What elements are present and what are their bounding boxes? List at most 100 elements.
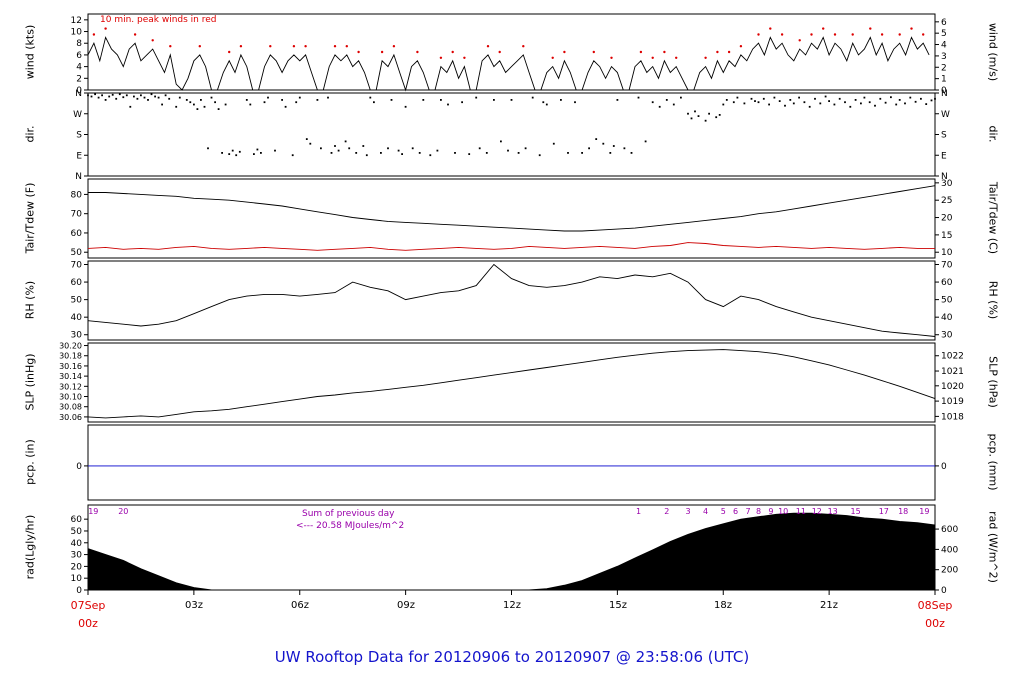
svg-text:19: 19 (919, 507, 929, 516)
svg-text:1: 1 (636, 507, 641, 516)
svg-text:20: 20 (118, 507, 128, 516)
x-start-time: 00z (78, 617, 98, 630)
svg-text:10: 10 (941, 248, 953, 258)
svg-text:E: E (941, 151, 947, 161)
svg-text:1021: 1021 (941, 367, 964, 377)
slp-left-axis-label: SLP (inHg) (23, 353, 37, 411)
svg-text:25: 25 (941, 196, 952, 206)
svg-text:70: 70 (941, 261, 953, 271)
x-start-date: 07Sep (70, 599, 106, 612)
svg-text:17: 17 (879, 507, 889, 516)
pcp-left-axis-label: pcp. (in) (23, 439, 37, 485)
svg-text:S: S (941, 131, 947, 141)
svg-text:60: 60 (941, 278, 953, 288)
svg-text:18: 18 (898, 507, 908, 516)
svg-text:40: 40 (941, 313, 953, 323)
wind-left-axis-label: wind (kts) (23, 24, 37, 80)
svg-text:8: 8 (76, 39, 82, 49)
t-air-line (88, 185, 936, 232)
svg-text:N: N (75, 172, 82, 182)
wind-speed-line (87, 36, 930, 92)
svg-text:7: 7 (745, 507, 750, 516)
svg-text:E: E (76, 151, 82, 161)
x-tick-03z: 03z (185, 600, 203, 611)
chart-title: UW Rooftop Data for 20120906 to 20120907… (274, 648, 750, 666)
svg-text:2: 2 (76, 74, 82, 84)
temp-right-axis-label: Tair/Tdew (C) (986, 181, 1000, 255)
rh-right-axis-label: RH (%) (986, 280, 1000, 320)
svg-text:30.06: 30.06 (59, 413, 82, 422)
svg-text:30.18: 30.18 (59, 352, 82, 361)
svg-text:6: 6 (733, 507, 738, 516)
svg-text:1022: 1022 (941, 352, 964, 362)
svg-text:3: 3 (685, 507, 690, 516)
svg-text:8: 8 (756, 507, 761, 516)
slp-right-axis-label: SLP (hPa) (986, 356, 1000, 408)
svg-text:2: 2 (664, 507, 669, 516)
svg-text:4: 4 (941, 41, 947, 51)
svg-text:30.14: 30.14 (59, 372, 82, 381)
svg-text:10: 10 (71, 28, 83, 38)
svg-text:50: 50 (71, 527, 83, 537)
svg-text:N: N (941, 172, 948, 182)
svg-text:40: 40 (71, 539, 83, 549)
svg-text:0: 0 (76, 586, 82, 596)
svg-text:30: 30 (71, 331, 83, 341)
svg-text:3: 3 (941, 52, 947, 62)
x-end-time: 00z (925, 617, 945, 630)
svg-text:0: 0 (941, 86, 947, 96)
x-end-date: 08Sep (917, 599, 953, 612)
svg-text:15: 15 (851, 507, 861, 516)
temp-left-axis-label: Tair/Tdew (F) (23, 182, 37, 254)
rad-sum-value: <--- 20.58 MJoules/m^2 (296, 521, 405, 531)
dir-right-axis-label: dir. (986, 125, 1000, 143)
svg-text:200: 200 (941, 566, 958, 576)
x-tick-15z: 15z (609, 600, 627, 611)
svg-text:80: 80 (71, 190, 83, 200)
svg-text:4: 4 (76, 63, 82, 73)
svg-text:1019: 1019 (941, 397, 964, 407)
x-tick-21z: 21z (820, 600, 838, 611)
wind-right-axis-label: wind (m/s) (986, 22, 1000, 82)
svg-text:W: W (73, 110, 82, 120)
svg-text:60: 60 (71, 278, 83, 288)
x-tick-06z: 06z (291, 600, 309, 611)
svg-text:9: 9 (768, 507, 773, 516)
svg-text:10: 10 (71, 574, 83, 584)
svg-text:60: 60 (71, 515, 83, 525)
svg-text:N: N (941, 89, 948, 99)
svg-text:6: 6 (76, 51, 82, 61)
relative-humidity-line (87, 263, 936, 337)
svg-text:30.10: 30.10 (59, 393, 82, 402)
sea-level-pressure-line (87, 349, 936, 419)
svg-text:15: 15 (941, 231, 952, 241)
svg-text:50: 50 (941, 296, 953, 306)
rad-left-axis-label: rad(Lgly/hr) (23, 514, 37, 580)
svg-text:4: 4 (703, 507, 708, 516)
svg-text:0: 0 (76, 462, 82, 472)
panel-temp: 50 60 70 80 10 15 20 25 30 (71, 178, 953, 259)
svg-text:2: 2 (941, 63, 947, 73)
svg-text:0: 0 (941, 462, 947, 472)
svg-text:60: 60 (71, 229, 83, 239)
svg-text:30: 30 (941, 179, 953, 189)
svg-text:0: 0 (941, 586, 947, 596)
svg-text:S: S (76, 131, 82, 141)
svg-text:30.08: 30.08 (59, 403, 82, 412)
svg-text:30: 30 (71, 551, 83, 561)
svg-text:30.20: 30.20 (59, 342, 82, 351)
x-axis-ticks (87, 590, 936, 595)
dir-left-axis-label: dir. (23, 125, 37, 143)
svg-text:N: N (75, 89, 82, 99)
svg-text:20: 20 (941, 214, 953, 224)
panel-rh: 30 40 50 60 70 30 40 50 60 70 (71, 260, 953, 341)
svg-text:13: 13 (828, 507, 838, 516)
svg-text:70: 70 (71, 210, 83, 220)
svg-text:12: 12 (812, 507, 822, 516)
svg-text:5: 5 (721, 507, 726, 516)
svg-text:30.12: 30.12 (59, 382, 82, 391)
